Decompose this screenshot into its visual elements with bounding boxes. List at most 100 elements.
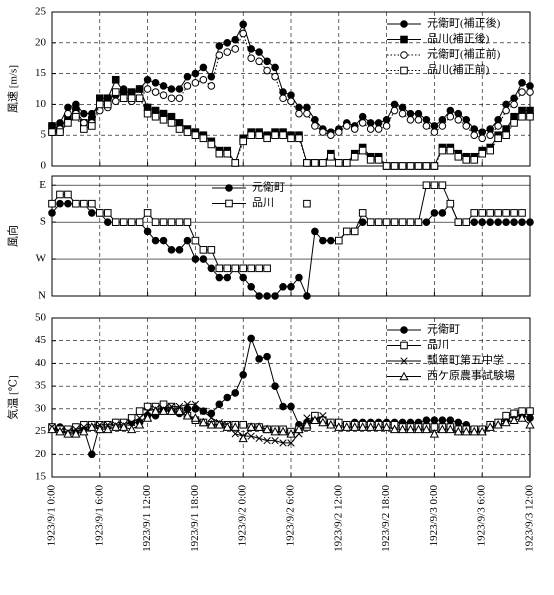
marker [239,29,247,38]
marker [96,100,104,109]
marker [135,218,144,226]
marker [215,264,224,273]
marker [271,437,279,445]
marker [111,218,120,226]
marker [48,122,56,130]
marker [279,94,287,103]
marker [366,218,375,226]
marker [502,131,510,139]
marker [326,419,336,429]
marker [295,134,303,143]
y-tick-label: 15 [35,471,47,483]
marker [319,128,327,136]
marker [207,246,216,254]
marker [350,422,360,431]
x-tick-label: 1923/9/1 12:00 [141,485,153,552]
marker [127,218,136,226]
marker [199,134,208,143]
marker [526,82,534,90]
marker [255,131,263,139]
marker [223,149,232,158]
marker [215,51,224,59]
marker [486,131,494,139]
marker [159,218,168,226]
legend-label: 品川(補正後) [427,31,490,45]
marker [199,63,208,72]
marker [64,190,72,199]
marker [319,412,327,420]
marker [318,417,328,427]
marker [56,190,64,199]
marker [128,418,136,427]
marker [214,419,224,429]
marker [311,159,319,167]
marker [494,209,502,217]
marker [207,409,216,418]
legend-marker [225,184,233,192]
marker [462,122,471,130]
marker [223,48,232,56]
marker [151,236,160,245]
marker [382,122,391,130]
marker [159,236,168,245]
marker [405,424,416,434]
marker [247,264,255,273]
marker [311,227,319,236]
marker [381,422,392,431]
marker [526,106,534,115]
x-tick-label: 1923/9/2 6:00 [285,485,297,547]
marker [295,109,303,118]
marker [80,125,88,133]
marker [71,428,81,438]
marker [142,413,153,422]
marker [478,128,487,136]
marker [263,134,271,143]
marker [390,100,399,109]
marker [390,218,399,226]
marker [342,159,351,167]
marker [151,106,160,115]
marker [167,246,176,254]
marker [510,100,518,109]
plot-frame [51,175,531,297]
marker [88,199,96,208]
marker [366,156,375,164]
marker [303,103,311,112]
marker [230,422,240,431]
marker [255,264,263,273]
marker [438,209,447,217]
marker [414,162,423,170]
x-tick-label: 1923/9/2 18:00 [380,485,392,552]
marker [255,434,263,443]
marker [64,119,72,127]
marker [239,20,247,29]
marker [239,370,247,379]
marker [231,45,240,53]
marker [342,122,351,130]
marker [111,97,120,106]
marker [215,273,224,282]
marker [303,414,311,422]
x-tick-label: 1923/9/1 0:00 [46,485,58,547]
marker [470,218,479,226]
marker [239,137,247,146]
marker [183,72,192,81]
marker [167,94,176,103]
marker [303,199,311,208]
marker [151,79,160,87]
marker [502,209,510,217]
legend-label: 西ケ原農事試験場 [427,368,515,382]
marker [278,426,288,436]
marker [350,227,359,236]
marker [429,428,440,438]
marker [438,416,447,425]
marker [311,122,319,130]
marker [470,125,479,133]
x-tick-label: 1923/9/2 12:00 [332,485,344,552]
marker [287,439,295,447]
marker [135,407,144,415]
marker [271,63,279,72]
y-tick-label: 35 [35,380,47,392]
marker [494,116,502,124]
marker [263,437,271,445]
